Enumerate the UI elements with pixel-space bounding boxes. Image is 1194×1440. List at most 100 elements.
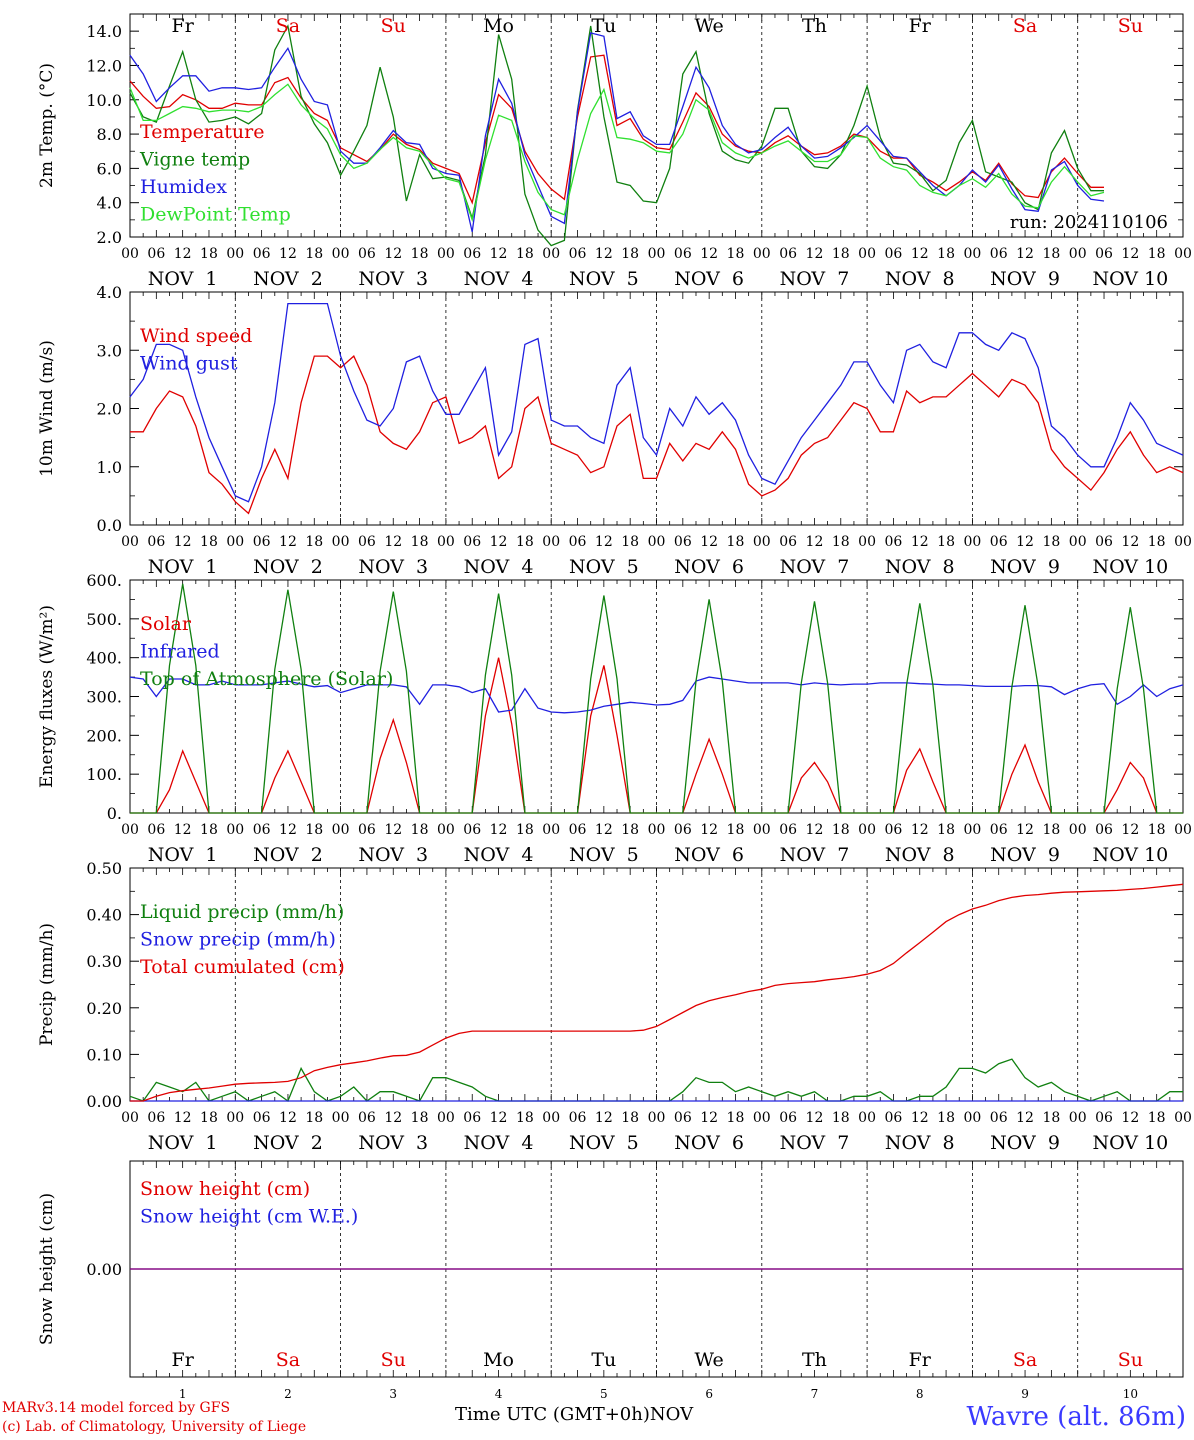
hour-label: 00: [226, 534, 244, 550]
hour-label: 12: [595, 1110, 613, 1126]
y-tick-label: 0.: [107, 804, 122, 823]
y-tick-label: 0.40: [86, 906, 122, 925]
y-tick-label: 10.0: [86, 91, 122, 110]
y-tick-label: 200.: [86, 726, 122, 745]
hour-label: 00: [648, 534, 666, 550]
hour-label: 00: [1174, 1110, 1192, 1126]
y-axis-label: Snow height (cm): [37, 1193, 57, 1345]
hour-label: 06: [674, 1110, 692, 1126]
y-tick-label: 4.0: [97, 283, 122, 302]
y-tick-label: 14.0: [86, 22, 122, 41]
hour-label: 18: [832, 822, 850, 838]
date-label: NOV 10: [1092, 556, 1168, 578]
hour-label: 06: [674, 246, 692, 262]
hour-label: 12: [384, 534, 402, 550]
hour-label: 06: [147, 246, 165, 262]
hour-label: 12: [595, 534, 613, 550]
hour-label: 18: [1148, 1110, 1166, 1126]
hour-label: 00: [963, 1110, 981, 1126]
day-name: Tu: [591, 15, 616, 37]
footer-credits: MARv3.14 model forced by GFS (c) Lab. of…: [2, 1399, 306, 1437]
y-tick-label: 1.0: [97, 458, 122, 477]
date-label: NOV 7: [780, 268, 850, 290]
y-tick-label: 12.0: [86, 56, 122, 75]
y-axis-label: 2m Temp. (°C): [37, 63, 57, 188]
series-line: [129, 54, 1104, 205]
series-line: [129, 676, 1184, 714]
day-name: Sa: [1013, 1349, 1037, 1371]
hour-label: 06: [779, 822, 797, 838]
hour-label: 06: [779, 534, 797, 550]
hour-label: 18: [411, 534, 429, 550]
hour-label: 18: [937, 1110, 955, 1126]
hour-label: 18: [937, 534, 955, 550]
day-name: Sa: [1013, 15, 1037, 37]
hour-label: 18: [1042, 1110, 1060, 1126]
hour-label: 18: [1042, 534, 1060, 550]
hour-label: 12: [1016, 822, 1034, 838]
hour-label: 18: [621, 534, 639, 550]
hour-label: 00: [753, 534, 771, 550]
hour-label: 18: [411, 1110, 429, 1126]
hour-label: 12: [911, 822, 929, 838]
hour-label: 18: [516, 1110, 534, 1126]
hour-label: 12: [490, 822, 508, 838]
date-label: NOV 2: [253, 268, 323, 290]
hour-label: 06: [1095, 1110, 1113, 1126]
y-tick-label: 0.30: [86, 952, 122, 971]
hour-label: 00: [648, 1110, 666, 1126]
hour-label: 06: [885, 534, 903, 550]
date-label: NOV 5: [569, 556, 639, 578]
hour-label: 18: [832, 534, 850, 550]
hour-label: 18: [305, 822, 323, 838]
legend-entry: Solar: [140, 613, 192, 635]
hour-label: 18: [1042, 246, 1060, 262]
hour-label: 18: [305, 534, 323, 550]
hour-label: 00: [648, 246, 666, 262]
legend-entry: Temperature: [140, 121, 264, 143]
hour-label: 00: [121, 1110, 139, 1126]
series-line: [130, 583, 1183, 814]
hour-label: 06: [253, 822, 271, 838]
legend-entry: Humidex: [140, 176, 227, 198]
hour-label: 00: [858, 1110, 876, 1126]
hour-label: 12: [279, 534, 297, 550]
hour-label: 12: [595, 246, 613, 262]
hour-label: 00: [121, 822, 139, 838]
y-tick-label: 8.0: [97, 125, 122, 144]
legend-entry: Infrared: [140, 641, 220, 663]
hour-label: 00: [648, 822, 666, 838]
hour-label: 06: [779, 246, 797, 262]
panel-2: [129, 291, 1184, 526]
day-number: 1: [179, 1387, 187, 1401]
hour-label: 00: [753, 822, 771, 838]
date-label: NOV 5: [569, 268, 639, 290]
hour-label: 12: [700, 246, 718, 262]
date-label: NOV 4: [464, 268, 534, 290]
y-tick-label: 2.0: [97, 400, 122, 419]
y-tick-label: 0.00: [86, 1260, 122, 1279]
y-tick-label: 600.: [86, 571, 122, 590]
day-name: Su: [381, 15, 406, 37]
day-number: 2: [284, 1387, 292, 1401]
day-name: Su: [381, 1349, 406, 1371]
hour-label: 06: [885, 246, 903, 262]
hour-label: 12: [1121, 534, 1139, 550]
y-tick-label: 100.: [86, 765, 122, 784]
date-label: NOV 10: [1092, 1132, 1168, 1154]
hour-label: 18: [621, 822, 639, 838]
hour-label: 06: [147, 534, 165, 550]
hour-label: 12: [279, 822, 297, 838]
hour-label: 00: [332, 822, 350, 838]
hour-label: 06: [147, 822, 165, 838]
date-label: NOV 7: [780, 1132, 850, 1154]
x-axis-label: Time UTC (GMT+0h)NOV: [455, 1404, 693, 1425]
hour-label: 00: [1069, 246, 1087, 262]
y-axis-label: 10m Wind (m/s): [37, 340, 57, 477]
date-label: NOV 3: [358, 556, 428, 578]
hour-label: 00: [1174, 534, 1192, 550]
hour-label: 18: [305, 1110, 323, 1126]
hour-label: 00: [1069, 822, 1087, 838]
date-label: NOV 6: [674, 844, 744, 866]
series-line: [130, 883, 1184, 1102]
